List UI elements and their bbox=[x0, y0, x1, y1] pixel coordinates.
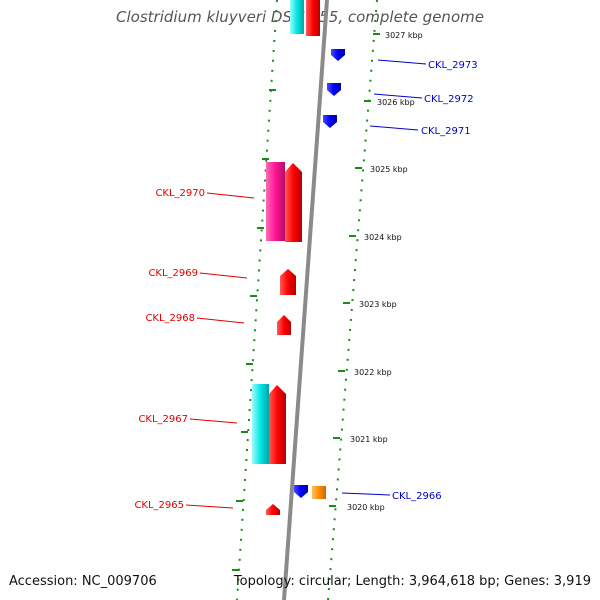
topology-label: Topology: circular; Length: 3,964,618 bp… bbox=[233, 574, 591, 589]
magenta-feature bbox=[266, 162, 285, 241]
gene-label-ckl-2973[interactable]: CKL_2973 bbox=[428, 60, 478, 71]
blue-gene-arrow bbox=[327, 83, 341, 96]
reverse-gene-labels: CKL_2973 CKL_2972 CKL_2971 CKL_2966 bbox=[341, 59, 478, 502]
red-gene-arrow bbox=[285, 163, 302, 242]
scale-tick-label: 3024 kbp bbox=[364, 233, 402, 242]
feature-blocks bbox=[252, 0, 345, 515]
scale-tick-label: 3027 kbp bbox=[385, 31, 423, 40]
red-gene-arrow bbox=[277, 315, 291, 335]
left-dotted-track bbox=[236, 0, 278, 600]
gene-label-ckl-2968[interactable]: CKL_2968 bbox=[145, 313, 195, 324]
gene-leader-line bbox=[377, 59, 427, 65]
gene-leader-line bbox=[185, 504, 234, 509]
gene-leader-line bbox=[341, 492, 391, 496]
blue-gene-arrow bbox=[323, 115, 337, 128]
gene-leader-line bbox=[369, 125, 419, 131]
gene-label-ckl-2967[interactable]: CKL_2967 bbox=[138, 414, 188, 425]
gene-label-ckl-2965[interactable]: CKL_2965 bbox=[134, 500, 184, 511]
genome-backbone bbox=[282, 0, 329, 600]
cyan-feature bbox=[252, 384, 269, 464]
left-track-ticks bbox=[232, 89, 276, 571]
gene-leader-line bbox=[206, 192, 255, 199]
red-gene-arrow bbox=[269, 385, 286, 464]
scale-tick-label: 3022 kbp bbox=[354, 368, 392, 377]
blue-gene-arrow bbox=[331, 49, 345, 61]
cyan-feature bbox=[290, 0, 304, 34]
gene-leader-line bbox=[373, 93, 423, 99]
scale-tick-label: 3026 kbp bbox=[377, 98, 415, 107]
gene-label-ckl-2970[interactable]: CKL_2970 bbox=[155, 188, 205, 199]
scale-tick-label: 3025 kbp bbox=[370, 165, 408, 174]
forward-gene-labels: CKL_2970 CKL_2969 CKL_2968 CKL_2967 CKL_… bbox=[134, 188, 255, 511]
scale-tick-label: 3023 kbp bbox=[359, 300, 397, 309]
blue-gene-arrow bbox=[294, 485, 308, 498]
scale-tick-label: 3021 kbp bbox=[350, 435, 388, 444]
gene-leader-line bbox=[199, 272, 248, 279]
gene-label-ckl-2969[interactable]: CKL_2969 bbox=[148, 268, 198, 279]
gene-label-ckl-2966[interactable]: CKL_2966 bbox=[392, 491, 442, 502]
red-gene-arrow bbox=[280, 269, 296, 295]
accession-label: Accession: NC_009706 bbox=[9, 574, 157, 589]
scale-ticks: 3027 kbp 3026 kbp 3025 kbp 3024 kbp 3023… bbox=[329, 31, 423, 512]
scale-tick-label: 3020 kbp bbox=[347, 503, 385, 512]
gene-label-ckl-2971[interactable]: CKL_2971 bbox=[421, 126, 471, 137]
gene-label-ckl-2972[interactable]: CKL_2972 bbox=[424, 94, 474, 105]
gene-leader-line bbox=[189, 418, 238, 424]
gene-leader-line bbox=[196, 317, 245, 324]
red-feature bbox=[306, 0, 320, 36]
red-gene-arrow bbox=[266, 504, 280, 515]
orange-feature bbox=[312, 486, 326, 499]
